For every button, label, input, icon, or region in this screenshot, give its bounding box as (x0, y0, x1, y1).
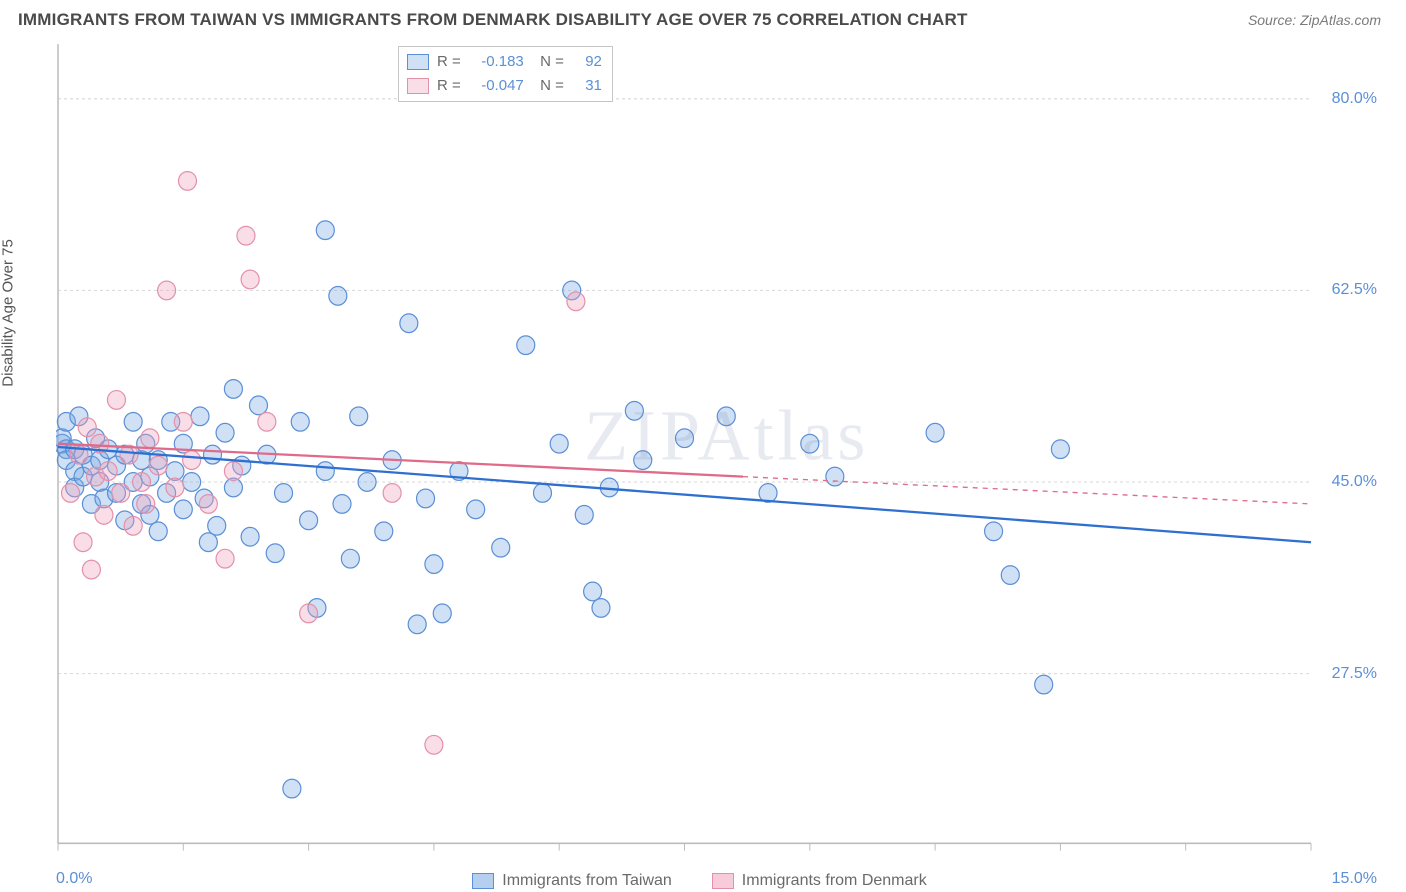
legend-swatch (472, 873, 494, 889)
y-tick-label: 62.5% (1332, 281, 1377, 299)
series-legend-item: Immigrants from Denmark (712, 872, 927, 890)
chart-area: Disability Age Over 75 ZIPAtlas R = -0.1… (18, 42, 1381, 862)
scatter-plot (56, 42, 1381, 862)
source-value: ZipAtlas.com (1300, 12, 1381, 28)
legend-swatch (407, 78, 429, 94)
y-tick-label: 27.5% (1332, 665, 1377, 683)
legend-n-label: N = (532, 50, 564, 74)
legend-row: R = -0.047 N = 31 (407, 74, 602, 98)
legend-r-label: R = (437, 74, 461, 98)
y-tick-label: 45.0% (1332, 473, 1377, 491)
source-label: Source: (1248, 12, 1296, 28)
y-axis-label: Disability Age Over 75 (0, 239, 17, 387)
legend-r-label: R = (437, 50, 461, 74)
y-tick-label: 80.0% (1332, 90, 1377, 108)
source-credit: Source: ZipAtlas.com (1248, 12, 1381, 28)
legend-n-value: 92 (572, 50, 602, 74)
legend-n-value: 31 (572, 74, 602, 98)
chart-header: IMMIGRANTS FROM TAIWAN VS IMMIGRANTS FRO… (0, 0, 1406, 36)
chart-title: IMMIGRANTS FROM TAIWAN VS IMMIGRANTS FRO… (18, 10, 968, 30)
correlation-legend: R = -0.183 N = 92 R = -0.047 N = 31 (398, 46, 613, 102)
series-legend-label: Immigrants from Taiwan (502, 872, 672, 890)
legend-row: R = -0.183 N = 92 (407, 50, 602, 74)
series-legend-item: Immigrants from Taiwan (472, 872, 672, 890)
legend-swatch (712, 873, 734, 889)
legend-r-value: -0.183 (469, 50, 524, 74)
legend-swatch (407, 54, 429, 70)
legend-n-label: N = (532, 74, 564, 98)
series-legend-label: Immigrants from Denmark (742, 872, 927, 890)
series-legend: Immigrants from Taiwan Immigrants from De… (18, 872, 1381, 890)
legend-r-value: -0.047 (469, 74, 524, 98)
